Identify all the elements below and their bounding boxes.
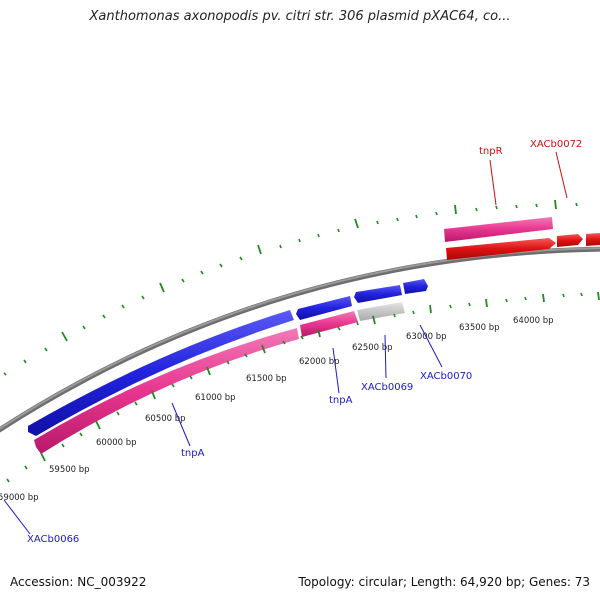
gray-feature[interactable]	[357, 302, 405, 321]
scale-label-60000: 60000 bp	[96, 438, 137, 448]
gene-label-XACb0066[interactable]: XACb0066	[27, 534, 79, 545]
pink-cds-track[interactable]	[34, 302, 405, 454]
tnpA-cds-blue[interactable]	[28, 310, 294, 436]
inner-minor-ticks	[6, 292, 583, 483]
XACb0072-feature[interactable]	[446, 238, 556, 260]
outer-tick-ring	[3, 199, 578, 376]
gene-label-XACb0069[interactable]: XACb0069	[361, 382, 413, 393]
scale-label-64000: 64000 bp	[513, 316, 554, 326]
tnpA-cds-pink-1[interactable]	[34, 328, 299, 454]
gene-label-XACb0070[interactable]: XACb0070	[420, 371, 472, 382]
scale-label-59000: 59000 bp	[0, 493, 39, 503]
gene-label-XACb0072[interactable]: XACb0072	[530, 139, 582, 150]
scale-label-63500: 63500 bp	[459, 323, 500, 333]
tnpR-feature[interactable]	[444, 217, 553, 242]
XACb0070-cds-blue[interactable]	[354, 285, 402, 303]
topology-summary: Topology: circular; Length: 64,920 bp; G…	[298, 575, 590, 589]
forward-features-upper[interactable]	[444, 217, 600, 260]
gene-label-tnpR[interactable]: tnpR	[479, 146, 503, 157]
red-feature-2[interactable]	[557, 234, 583, 247]
red-feature-3[interactable]	[586, 233, 600, 246]
scale-label-61500: 61500 bp	[246, 374, 287, 384]
inner-tick-ring	[6, 291, 600, 483]
outer-minor-ticks	[3, 202, 578, 376]
scale-label-59500: 59500 bp	[49, 465, 90, 475]
scale-label-61000: 61000 bp	[195, 393, 236, 403]
scale-label-60500: 60500 bp	[145, 414, 186, 424]
map-title: Xanthomonas axonopodis pv. citri str. 30…	[89, 9, 511, 24]
tnpA-cds-pink-2[interactable]	[300, 311, 358, 337]
scale-label-62500: 62500 bp	[352, 343, 393, 353]
plasmid-backbone	[0, 246, 600, 433]
small-cds-blue[interactable]	[403, 279, 428, 294]
XACb0069-cds-blue[interactable]	[296, 296, 352, 320]
gene-label-tnpA-1[interactable]: tnpA	[181, 448, 205, 459]
scale-label-62000: 62000 bp	[299, 357, 340, 367]
blue-cds-track[interactable]	[28, 279, 428, 436]
inner-major-ticks	[40, 291, 600, 462]
accession-text: Accession: NC_003922	[10, 575, 147, 589]
gene-label-leaders	[3, 151, 568, 535]
gene-labels[interactable]: XACb0066 tnpA tnpA XACb0069 XACb0070 tnp…	[27, 139, 582, 545]
gene-label-tnpA-2[interactable]: tnpA	[329, 395, 353, 406]
outer-major-ticks	[61, 199, 557, 342]
